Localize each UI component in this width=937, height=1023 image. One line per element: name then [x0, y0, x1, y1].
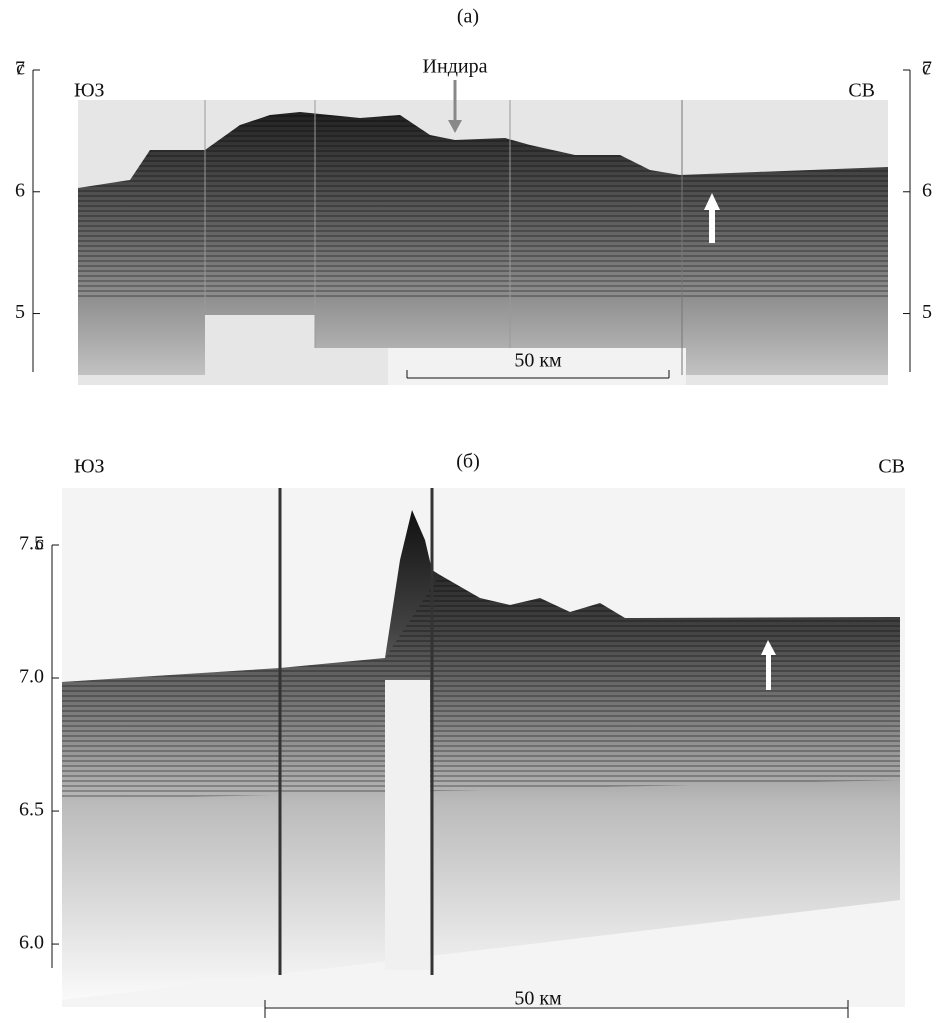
- right-label: СВ: [878, 456, 905, 478]
- left-label: ЮЗ: [74, 80, 105, 102]
- profile-b: [62, 488, 905, 1018]
- y-tick-label: 7.0: [19, 666, 44, 688]
- panel-label: (б): [456, 451, 480, 473]
- scale-label: 50 км: [514, 350, 562, 372]
- y-tick-label: 6.5: [19, 799, 44, 821]
- y-tick-label: 6: [15, 179, 25, 201]
- annotation: Индира: [423, 56, 488, 78]
- y-tick-label: 5: [15, 301, 25, 323]
- axis-unit: с: [922, 58, 931, 80]
- profile-a: [78, 80, 888, 385]
- panel-label: (a): [457, 6, 479, 28]
- y-tick-label: 7: [922, 58, 932, 80]
- left-label: ЮЗ: [74, 456, 105, 478]
- axis-unit: с: [16, 58, 25, 80]
- y-tick-label: 7.5: [19, 533, 44, 555]
- y-tick-label: 6: [922, 179, 932, 201]
- y-tick-label: 7: [15, 58, 25, 80]
- y-tick-label: 5: [922, 301, 932, 323]
- y-tick-label: 6.0: [19, 932, 44, 954]
- right-label: СВ: [848, 80, 875, 102]
- axis-unit: с: [35, 533, 44, 555]
- scale-label: 50 км: [514, 988, 562, 1010]
